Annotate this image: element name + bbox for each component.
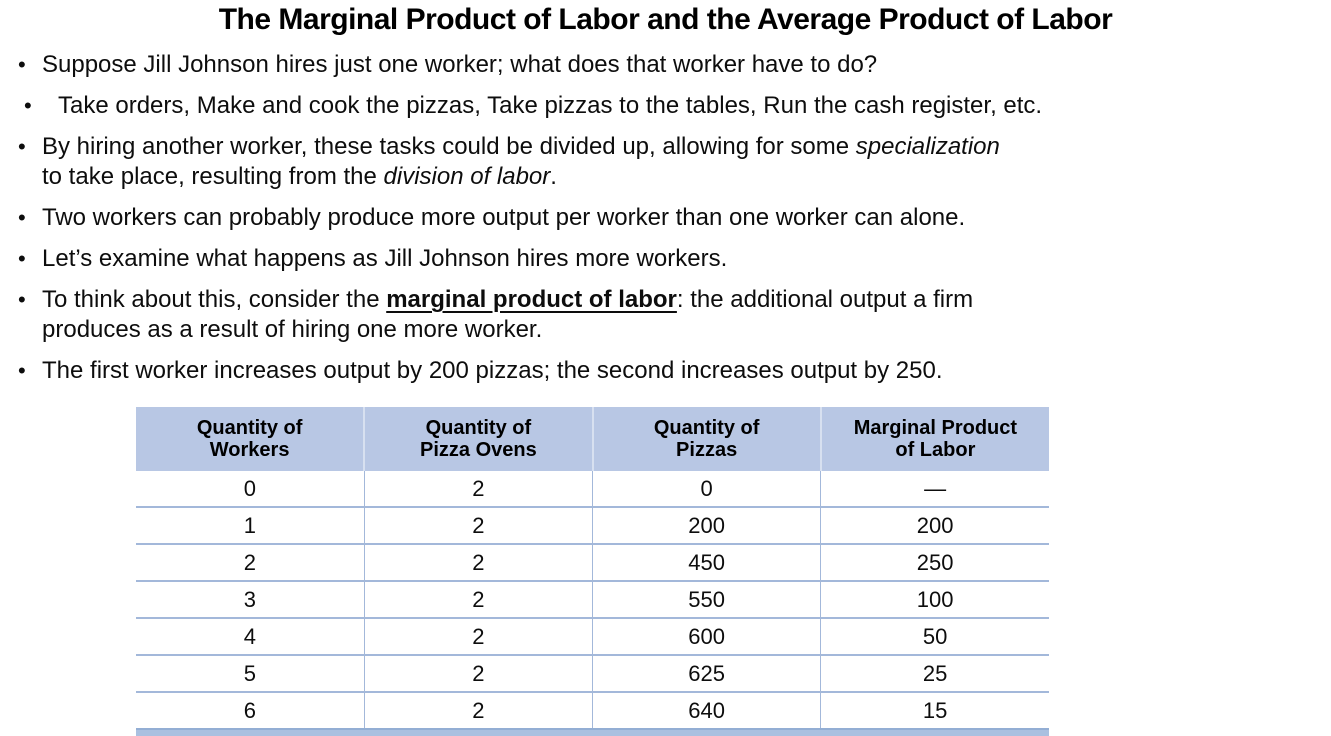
page-title: The Marginal Product of Labor and the Av…	[218, 3, 1113, 36]
text-segment-italic: specialization	[855, 133, 1000, 160]
text-segment: The first worker increases output by 200…	[42, 357, 943, 384]
table-cell: 5	[136, 655, 365, 693]
table-row: 0 2 0 —	[136, 471, 1049, 508]
bullet-item: • Suppose Jill Johnson hires just one wo…	[18, 50, 1331, 80]
table-bottom-bar	[136, 728, 1049, 736]
text-line: Let’s examine what happens as Jill Johns…	[42, 244, 1331, 274]
bullet-marker: •	[18, 52, 26, 77]
table-cell: 640	[592, 692, 822, 728]
table-row: 4 2 600 50	[136, 618, 1049, 656]
bullet-item: • To think about this, consider the marg…	[18, 285, 1331, 345]
table-cell: 2	[136, 544, 365, 582]
table-cell: 2	[364, 471, 594, 508]
bullet-marker: •	[18, 287, 26, 312]
bullet-marker: •	[18, 246, 26, 271]
table-cell: 3	[136, 581, 365, 619]
bullet-text: By hiring another worker, these tasks co…	[42, 132, 1331, 192]
table-cell: 600	[592, 618, 822, 656]
text-line: produces as a result of hiring one more …	[42, 315, 1331, 345]
text-segment-italic: division of labor	[383, 163, 551, 190]
table-row: 5 2 625 25	[136, 655, 1049, 693]
bullet-marker: •	[18, 205, 26, 230]
text-segment: : the additional output a firm	[676, 286, 974, 313]
column-header-marginal-product: Marginal Product of Labor	[820, 407, 1049, 471]
table-cell: 25	[820, 655, 1049, 693]
bullet-item: • Let’s examine what happens as Jill Joh…	[18, 244, 1331, 274]
table-cell: 2	[364, 581, 594, 619]
text-line: By hiring another worker, these tasks co…	[42, 132, 1331, 162]
table-cell: 200	[820, 507, 1049, 545]
bullet-list: • Suppose Jill Johnson hires just one wo…	[18, 50, 1331, 386]
text-line: to take place, resulting from the divisi…	[42, 162, 1331, 192]
text-segment: to take place, resulting from the	[42, 163, 384, 190]
text-segment: produces as a result of hiring one more …	[42, 316, 543, 343]
table-cell: 50	[820, 618, 1049, 656]
text-segment: Let’s examine what happens as Jill Johns…	[42, 245, 728, 272]
bullet-text: The first worker increases output by 200…	[42, 356, 1331, 386]
bullet-item: • Take orders, Make and cook the pizzas,…	[18, 91, 1331, 121]
table-cell: 4	[136, 618, 365, 656]
table-row: 2 2 450 250	[136, 544, 1049, 582]
table-row: 1 2 200 200	[136, 507, 1049, 545]
table-cell: —	[820, 471, 1049, 508]
text-line: To think about this, consider the margin…	[42, 285, 1331, 315]
table-cell: 0	[592, 471, 822, 508]
table-row: 3 2 550 100	[136, 581, 1049, 619]
bullet-marker: •	[18, 134, 26, 159]
table-cell: 100	[820, 581, 1049, 619]
column-header-pizza-ovens: Quantity of Pizza Ovens	[364, 407, 594, 471]
table-cell: 250	[820, 544, 1049, 582]
table-row: 6 2 640 15	[136, 692, 1049, 728]
bullet-text: Take orders, Make and cook the pizzas, T…	[48, 91, 1331, 121]
table-cell: 0	[136, 471, 365, 508]
table-cell: 2	[364, 655, 594, 693]
bullet-text: Let’s examine what happens as Jill Johns…	[42, 244, 1331, 274]
table-cell: 550	[592, 581, 822, 619]
text-line: Suppose Jill Johnson hires just one work…	[42, 50, 1331, 80]
text-segment: To think about this, consider the	[42, 286, 387, 313]
table-cell: 450	[592, 544, 822, 582]
text-segment: Take orders, Make and cook the pizzas, T…	[58, 92, 1043, 119]
text-segment: By hiring another worker, these tasks co…	[42, 133, 856, 160]
table-cell: 625	[592, 655, 822, 693]
table-cell: 15	[922, 697, 948, 723]
text-segment: .	[550, 163, 557, 190]
text-segment: Two workers can probably produce more ou…	[42, 204, 966, 231]
table-cell: 2	[364, 544, 594, 582]
text-line: The first worker increases output by 200…	[42, 356, 1331, 386]
bullet-marker: •	[24, 93, 32, 118]
table-cell: 1	[136, 507, 365, 545]
text-line: Two workers can probably produce more ou…	[42, 203, 1331, 233]
table-cell: 2	[364, 507, 594, 545]
table-cell: 200	[592, 507, 822, 545]
table-cell: 2	[364, 692, 594, 728]
bullet-item: • Two workers can probably produce more …	[18, 203, 1331, 233]
table-header-row: Quantity of Workers Quantity of Pizza Ov…	[136, 407, 1049, 471]
bullet-text: Two workers can probably produce more ou…	[42, 203, 1331, 233]
production-table: Quantity of Workers Quantity of Pizza Ov…	[136, 407, 1049, 728]
production-table-container: Quantity of Workers Quantity of Pizza Ov…	[136, 407, 1049, 736]
text-segment: Suppose Jill Johnson hires just one work…	[42, 51, 878, 78]
bullet-text: Suppose Jill Johnson hires just one work…	[42, 50, 1331, 80]
bullet-text: To think about this, consider the margin…	[42, 285, 1331, 345]
text-line: Take orders, Make and cook the pizzas, T…	[58, 91, 1331, 121]
bullet-item: • By hiring another worker, these tasks …	[18, 132, 1331, 192]
column-header-pizzas: Quantity of Pizzas	[592, 407, 822, 471]
table-cell: 2	[364, 618, 594, 656]
text-segment-bold-underline: marginal product of labor	[386, 286, 677, 313]
table-cell: 6	[136, 692, 365, 728]
bullet-item: • The first worker increases output by 2…	[18, 356, 1331, 386]
bullet-marker: •	[18, 358, 26, 383]
column-header-workers: Quantity of Workers	[136, 407, 366, 471]
